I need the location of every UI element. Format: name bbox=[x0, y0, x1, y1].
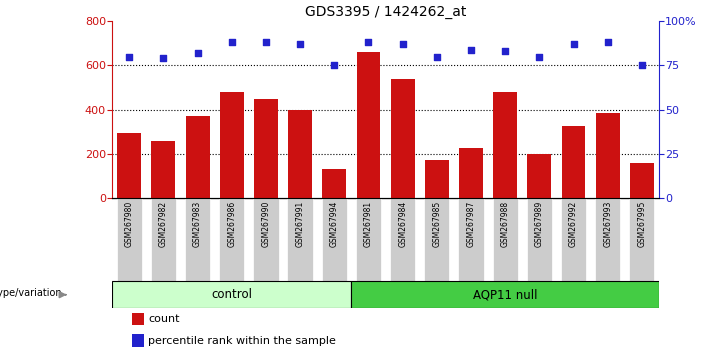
FancyBboxPatch shape bbox=[219, 198, 245, 281]
FancyBboxPatch shape bbox=[356, 198, 381, 281]
Bar bbox=[288, 110, 312, 198]
Point bbox=[363, 40, 374, 45]
Point bbox=[568, 41, 579, 47]
FancyBboxPatch shape bbox=[595, 198, 620, 281]
Text: GSM267986: GSM267986 bbox=[227, 201, 236, 247]
Text: GSM267991: GSM267991 bbox=[296, 201, 305, 247]
Bar bbox=[390, 79, 414, 198]
Bar bbox=[494, 92, 517, 198]
FancyBboxPatch shape bbox=[629, 198, 655, 281]
Text: control: control bbox=[211, 288, 252, 301]
Text: GSM267988: GSM267988 bbox=[501, 201, 510, 247]
Bar bbox=[254, 99, 278, 198]
Bar bbox=[459, 148, 483, 198]
FancyBboxPatch shape bbox=[526, 198, 552, 281]
Bar bbox=[357, 52, 381, 198]
Text: GSM267982: GSM267982 bbox=[159, 201, 168, 247]
Point bbox=[226, 40, 238, 45]
Point bbox=[329, 63, 340, 68]
Text: GSM267994: GSM267994 bbox=[329, 201, 339, 247]
Text: GSM267983: GSM267983 bbox=[193, 201, 202, 247]
FancyBboxPatch shape bbox=[116, 198, 142, 281]
Bar bbox=[186, 116, 210, 198]
Text: GSM267990: GSM267990 bbox=[261, 201, 271, 247]
Bar bbox=[630, 163, 654, 198]
Bar bbox=[596, 113, 620, 198]
Point bbox=[397, 41, 408, 47]
FancyBboxPatch shape bbox=[151, 198, 176, 281]
Text: GSM267984: GSM267984 bbox=[398, 201, 407, 247]
Point bbox=[192, 50, 203, 56]
Text: GSM267985: GSM267985 bbox=[433, 201, 442, 247]
Text: GSM267995: GSM267995 bbox=[637, 201, 646, 247]
Point bbox=[637, 63, 648, 68]
FancyBboxPatch shape bbox=[322, 198, 347, 281]
Point bbox=[158, 56, 169, 61]
FancyBboxPatch shape bbox=[351, 281, 659, 308]
Point bbox=[602, 40, 613, 45]
Text: GSM267993: GSM267993 bbox=[603, 201, 612, 247]
Bar bbox=[132, 334, 144, 347]
Point bbox=[123, 54, 135, 59]
Bar bbox=[132, 313, 144, 325]
FancyBboxPatch shape bbox=[493, 198, 518, 281]
Text: percentile rank within the sample: percentile rank within the sample bbox=[148, 336, 336, 346]
Bar bbox=[220, 92, 244, 198]
Bar bbox=[151, 141, 175, 198]
FancyBboxPatch shape bbox=[112, 281, 351, 308]
FancyBboxPatch shape bbox=[253, 198, 278, 281]
FancyBboxPatch shape bbox=[424, 198, 449, 281]
Bar bbox=[117, 133, 141, 198]
Text: AQP11 null: AQP11 null bbox=[473, 288, 538, 301]
FancyBboxPatch shape bbox=[390, 198, 415, 281]
Point bbox=[260, 40, 271, 45]
Point bbox=[500, 48, 511, 54]
Title: GDS3395 / 1424262_at: GDS3395 / 1424262_at bbox=[305, 5, 466, 19]
Point bbox=[465, 47, 477, 52]
Text: GSM267992: GSM267992 bbox=[569, 201, 578, 247]
FancyBboxPatch shape bbox=[287, 198, 313, 281]
FancyBboxPatch shape bbox=[458, 198, 484, 281]
Text: GSM267989: GSM267989 bbox=[535, 201, 544, 247]
Text: GSM267980: GSM267980 bbox=[125, 201, 134, 247]
Text: genotype/variation: genotype/variation bbox=[0, 289, 62, 298]
Point bbox=[431, 54, 442, 59]
FancyBboxPatch shape bbox=[561, 198, 586, 281]
Bar bbox=[562, 126, 585, 198]
Text: GSM267981: GSM267981 bbox=[364, 201, 373, 247]
Point bbox=[294, 41, 306, 47]
Text: GSM267987: GSM267987 bbox=[466, 201, 475, 247]
FancyBboxPatch shape bbox=[185, 198, 210, 281]
Bar bbox=[527, 154, 551, 198]
Point bbox=[533, 54, 545, 59]
Text: count: count bbox=[148, 314, 179, 324]
Bar bbox=[425, 160, 449, 198]
Bar bbox=[322, 170, 346, 198]
